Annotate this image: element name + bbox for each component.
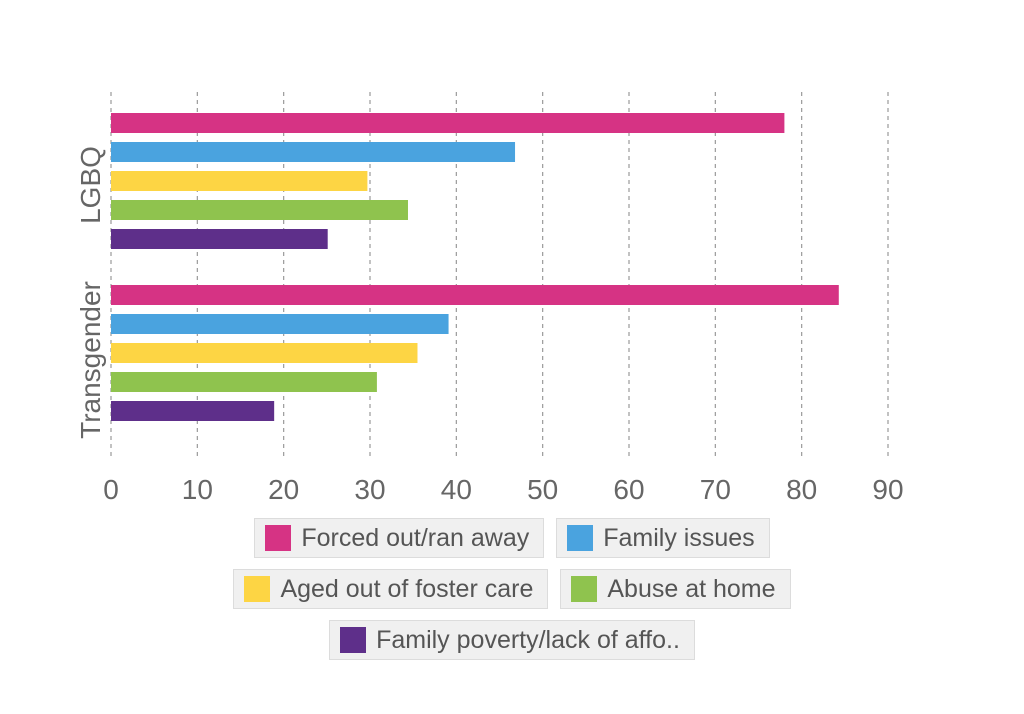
bars: [111, 113, 839, 421]
legend-label: Aged out of foster care: [280, 574, 534, 603]
bar-transgender-1[interactable]: [111, 314, 449, 334]
x-tick-label: 30: [354, 474, 385, 500]
x-tick-label: 60: [613, 474, 644, 500]
legend-row-3: Family poverty/lack of affo..: [0, 620, 1024, 660]
bar-lgbq-1[interactable]: [111, 142, 516, 162]
legend-item[interactable]: Aged out of foster care: [233, 569, 549, 609]
bar-transgender-3[interactable]: [111, 372, 377, 392]
legend-label: Forced out/ran away: [301, 523, 530, 552]
legend-label: Family poverty/lack of affo..: [376, 625, 680, 654]
x-tick-label: 90: [872, 474, 903, 500]
bar-lgbq-0[interactable]: [111, 113, 785, 133]
x-tick-label: 50: [527, 474, 558, 500]
legend-label: Family issues: [603, 523, 755, 552]
category-labels: LGBQ Transgender: [75, 146, 106, 439]
category-label: LGBQ: [75, 146, 106, 224]
x-tick-labels: 0 10 20 30 40 50 60 70 80 90: [103, 474, 903, 500]
legend-item[interactable]: Family issues: [556, 518, 770, 558]
x-tick-label: 10: [182, 474, 213, 500]
legend-item[interactable]: Forced out/ran away: [254, 518, 545, 558]
legend-row-1: Forced out/ran away Family issues: [0, 518, 1024, 558]
x-tick-label: 80: [786, 474, 817, 500]
bar-transgender-4[interactable]: [111, 401, 275, 421]
x-tick-label: 70: [700, 474, 731, 500]
bar-transgender-2[interactable]: [111, 343, 418, 363]
legend-swatch: [571, 576, 598, 602]
bar-lgbq-4[interactable]: [111, 229, 328, 249]
legend-swatch: [340, 627, 367, 653]
bar-lgbq-2[interactable]: [111, 171, 368, 191]
x-tick-label: 20: [268, 474, 299, 500]
legend-swatch: [567, 525, 594, 551]
bar-lgbq-3[interactable]: [111, 200, 408, 220]
legend-swatch: [265, 525, 292, 551]
legend-item[interactable]: Family poverty/lack of affo..: [329, 620, 695, 660]
bar-transgender-0[interactable]: [111, 285, 839, 305]
chart: 0 10 20 30 40 50 60 70 80 90 LGBQ Transgender: [75, 92, 904, 500]
legend-swatch: [244, 576, 271, 602]
gridlines: [110, 92, 889, 458]
x-tick-label: 40: [441, 474, 472, 500]
legend-item[interactable]: Abuse at home: [560, 569, 791, 609]
x-tick-label: 0: [103, 474, 119, 500]
legend-label: Abuse at home: [607, 574, 776, 603]
category-label: Transgender: [75, 281, 106, 439]
legend-row-2: Aged out of foster care Abuse at home: [0, 569, 1024, 609]
